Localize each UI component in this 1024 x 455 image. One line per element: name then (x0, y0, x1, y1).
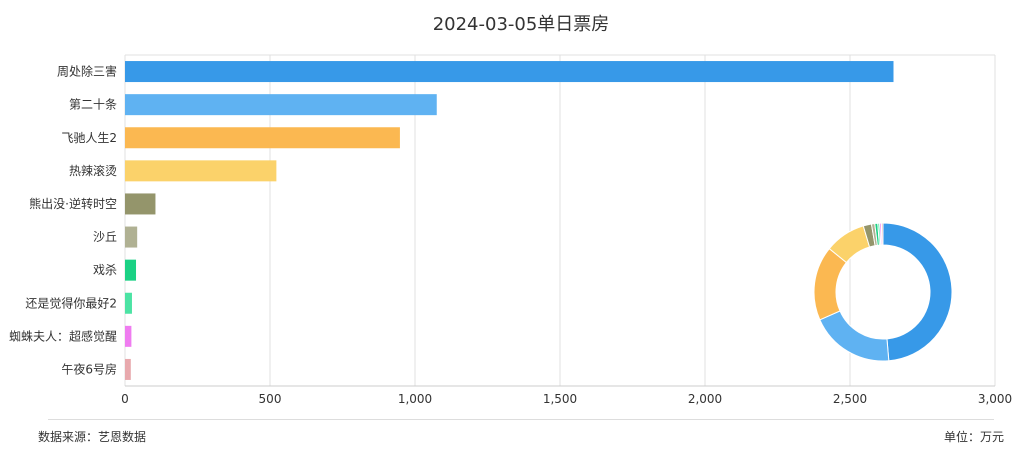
footer-divider (48, 419, 994, 420)
unit-label: 单位：万元 (943, 430, 1004, 444)
category-label: 热辣滚烫 (69, 163, 117, 178)
category-label: 第二十条 (69, 98, 117, 112)
chart-title: 2024-03-05单日票房 (433, 14, 610, 35)
bar[interactable] (125, 325, 132, 347)
donut-slice[interactable] (882, 222, 953, 362)
bar[interactable] (125, 358, 131, 380)
category-label: 沙丘 (93, 230, 117, 244)
donut-slice[interactable] (819, 310, 890, 362)
donut-slice[interactable] (880, 222, 884, 246)
x-tick-label: 2,500 (833, 392, 867, 406)
x-tick-label: 3,000 (978, 392, 1012, 406)
bar[interactable] (125, 160, 277, 182)
bar[interactable] (125, 193, 156, 215)
category-label: 午夜6号房 (61, 361, 117, 376)
bar[interactable] (125, 127, 400, 149)
x-tick-label: 1,000 (398, 392, 432, 406)
category-label: 戏杀 (93, 262, 117, 277)
bar[interactable] (125, 61, 894, 83)
category-label: 熊出没·逆转时空 (29, 196, 117, 211)
data-source-label: 数据来源：艺恩数据 (38, 430, 147, 444)
donut-slice[interactable] (813, 247, 848, 321)
x-tick-label: 2,000 (688, 392, 722, 406)
category-label: 还是觉得你最好2 (25, 295, 117, 310)
category-label: 周处除三害 (57, 64, 117, 79)
bars (125, 61, 894, 380)
donut-chart (813, 222, 953, 362)
x-axis-ticks: 0 500 1,000 1,500 2,000 2,500 3,000 (121, 392, 1012, 406)
bar[interactable] (125, 94, 437, 116)
x-tick-label: 1,500 (543, 392, 577, 406)
bar[interactable] (125, 226, 138, 248)
x-tick-label: 0 (121, 392, 129, 406)
bar[interactable] (125, 292, 132, 314)
category-label: 飞驰人生2 (61, 131, 117, 145)
x-tick-label: 500 (259, 392, 282, 406)
category-label: 蜘蛛夫人：超感觉醒 (9, 328, 117, 343)
bar[interactable] (125, 259, 137, 281)
